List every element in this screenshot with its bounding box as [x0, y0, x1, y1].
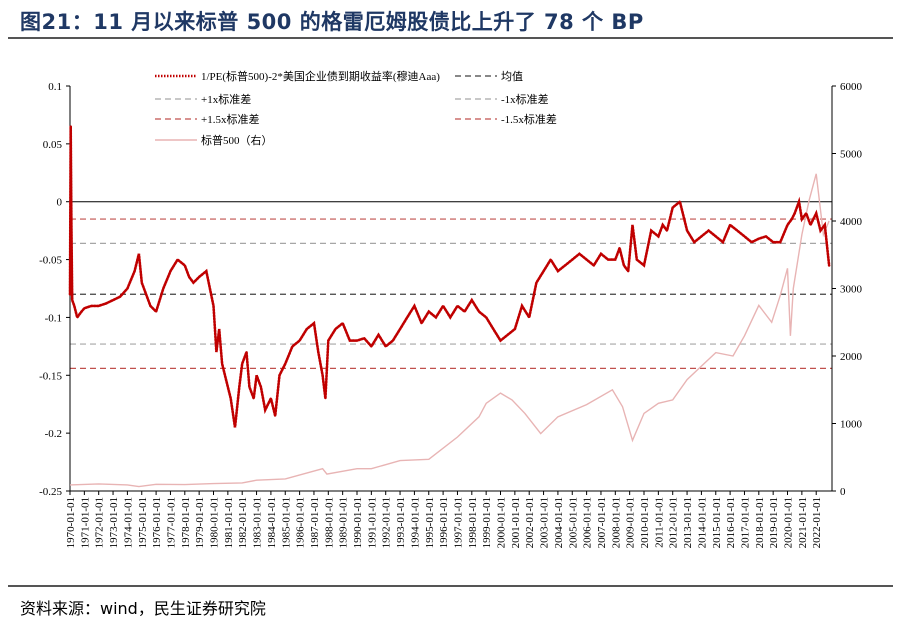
right-tick-label: 0 [840, 486, 846, 498]
x-tick-label: 1975-01-01 [137, 497, 149, 548]
x-tick-label: 1973-01-01 [108, 497, 120, 548]
right-tick-label: 1000 [840, 419, 863, 431]
right-tick-label: 4000 [840, 216, 863, 228]
sp500-line [69, 173, 830, 488]
x-tick-label: 1998-01-01 [467, 497, 479, 548]
x-tick-label: 2008-01-01 [610, 497, 622, 548]
right-tick-label: 2000 [840, 351, 863, 363]
x-tick-label: 1971-01-01 [79, 497, 91, 548]
x-tick-label: 1980-01-01 [209, 497, 221, 548]
x-tick-label: 1988-01-01 [323, 497, 335, 548]
x-tick-label: 1982-01-01 [237, 497, 249, 548]
x-tick-label: 2006-01-01 [582, 497, 594, 548]
x-tick-label: 2010-01-01 [639, 497, 651, 548]
x-tick-label: 1978-01-01 [180, 497, 192, 548]
x-tick-label: 1989-01-01 [338, 497, 350, 548]
x-tick-label: 2022-01-01 [811, 497, 823, 548]
x-tick-label: 1984-01-01 [266, 497, 278, 548]
reference-lines [70, 201, 832, 369]
footer-divider [8, 585, 893, 587]
x-tick-label: 1996-01-01 [438, 497, 450, 548]
x-tick-label: 2003-01-01 [539, 497, 551, 548]
x-tick-label: 1990-01-01 [352, 497, 364, 548]
x-tick-label: 1993-01-01 [395, 497, 407, 548]
axes: 0.1 0.05 0 -0.05 -0.1 -0.15 -0.2 -0.25 6000 5000 4… [39, 81, 862, 548]
x-tick-label: 1986-01-01 [295, 497, 307, 548]
x-tick-label: 1970-01-01 [65, 497, 77, 548]
legend-plus-1-sd-label: +1x标准差 [201, 92, 251, 106]
left-tick-label: 0 [57, 197, 63, 209]
left-tick-label: 0.05 [43, 139, 63, 151]
left-tick-label: -0.2 [45, 428, 62, 440]
x-tick-label: 2009-01-01 [625, 497, 637, 548]
x-tick-label: 2014-01-01 [696, 497, 708, 548]
x-tick-label: 1987-01-01 [309, 497, 321, 548]
x-tick-label: 2011-01-01 [653, 497, 665, 548]
x-tick-label: 2021-01-01 [797, 497, 809, 548]
x-tick-label: 1985-01-01 [280, 497, 292, 548]
x-tick-label: 1976-01-01 [151, 497, 163, 548]
left-tick-label: 0.1 [48, 81, 62, 93]
x-tick-label: 1977-01-01 [165, 497, 177, 548]
x-tick-label: 2020-01-01 [783, 497, 795, 548]
legend: 1/PE(标普500)-2*美国企业债到期收益率(穆迪Aaa) 均值 +1x标准差 -… [155, 69, 557, 147]
chart-title: 图21：11 月以来标普 500 的格雷厄姆股债比上升了 78 个 BP [20, 10, 644, 34]
x-tick-label: 1979-01-01 [194, 497, 206, 548]
legend-main-label: 1/PE(标普500)-2*美国企业债到期收益率(穆迪Aaa) [201, 69, 440, 83]
x-tick-label: 2019-01-01 [768, 497, 780, 548]
x-tick-label: 2001-01-01 [510, 497, 522, 548]
x-tick-label: 1972-01-01 [94, 497, 106, 548]
x-tick-label: 1992-01-01 [381, 497, 393, 548]
x-tick-label: 2000-01-01 [496, 497, 508, 548]
graham-ratio-line [68, 126, 831, 428]
x-tick-label: 1991-01-01 [366, 497, 378, 548]
x-tick-label: 2016-01-01 [725, 497, 737, 548]
x-tick-label: 2015-01-01 [711, 497, 723, 548]
legend-mean-label: 均值 [501, 70, 523, 83]
left-tick-label: -0.25 [39, 486, 62, 498]
x-tick-label: 1995-01-01 [424, 497, 436, 548]
x-tick-label: 2005-01-01 [567, 497, 579, 548]
x-tick-label: 2013-01-01 [682, 497, 694, 548]
x-tick-label: 1981-01-01 [223, 497, 235, 548]
source-note: 资料来源：wind，民生证券研究院 [20, 599, 266, 618]
x-tick-label: 2004-01-01 [553, 497, 565, 548]
x-tick-label: 2012-01-01 [668, 497, 680, 548]
right-tick-label: 5000 [840, 149, 863, 161]
x-tick-label: 1983-01-01 [252, 497, 264, 548]
title-divider [8, 37, 893, 39]
right-tick-label: 6000 [840, 81, 863, 93]
x-tick-label: 1974-01-01 [122, 497, 134, 548]
x-tick-label: 2018-01-01 [754, 497, 766, 548]
x-tick-label: 1999-01-01 [481, 497, 493, 548]
left-tick-label: -0.05 [39, 255, 62, 267]
legend-minus-1-sd-label: -1x标准差 [501, 92, 549, 106]
series [68, 126, 831, 488]
legend-minus-1-5-sd-label: -1.5x标准差 [501, 112, 557, 126]
x-tick-label: 2007-01-01 [596, 497, 608, 548]
left-tick-label: -0.1 [45, 312, 62, 324]
x-tick-label: 2002-01-01 [524, 497, 536, 548]
x-tick-label: 1997-01-01 [452, 497, 464, 548]
x-tick-label: 2017-01-01 [739, 497, 751, 548]
left-tick-label: -0.15 [39, 370, 62, 382]
legend-sp500-label: 标普500（右） [201, 133, 273, 147]
legend-plus-1-5-sd-label: +1.5x标准差 [201, 112, 259, 126]
right-tick-label: 3000 [840, 284, 863, 296]
x-tick-label: 1994-01-01 [409, 497, 421, 548]
